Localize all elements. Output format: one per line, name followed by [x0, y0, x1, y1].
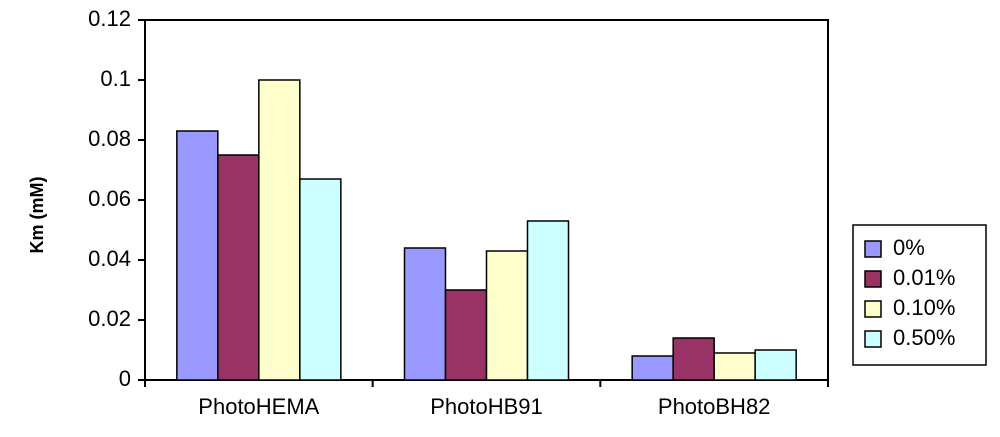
- y-tick-label: 0.1: [100, 66, 131, 91]
- y-axis-label: Km (mM): [27, 177, 47, 254]
- y-tick-label: 0.04: [88, 246, 131, 271]
- bars-group: [176, 79, 797, 381]
- legend-swatch: [864, 330, 882, 348]
- legend-label: 0.01%: [893, 265, 955, 290]
- legend-label: 0.10%: [893, 295, 955, 320]
- y-tick-label: 0: [119, 366, 131, 391]
- bar: [713, 352, 756, 381]
- y-tick-label: 0.08: [88, 126, 131, 151]
- x-category-label: PhotoBH82: [658, 394, 771, 419]
- bar: [444, 289, 488, 381]
- bar: [672, 337, 715, 381]
- y-tick-label: 0.06: [88, 186, 131, 211]
- legend-label: 0%: [893, 235, 925, 260]
- bar: [299, 178, 342, 381]
- x-category-label: PhotoHB91: [430, 394, 543, 419]
- legend-swatch: [864, 240, 882, 258]
- x-category-label: PhotoHEMA: [198, 394, 319, 419]
- legend-swatch: [864, 300, 882, 318]
- y-tick-label: 0.12: [88, 6, 131, 31]
- y-axis: 0 0.02 0.04 0.06 0.08 0.1 0.12: [88, 6, 145, 391]
- y-tick-label: 0.02: [88, 306, 131, 331]
- legend: 0% 0.01% 0.10% 0.50%: [852, 224, 987, 366]
- bar: [631, 355, 674, 381]
- bar: [485, 250, 529, 381]
- bar: [258, 79, 301, 381]
- bar: [754, 349, 797, 381]
- legend-swatch: [864, 270, 882, 288]
- legend-label: 0.50%: [893, 325, 955, 350]
- bar: [176, 130, 219, 381]
- bar: [526, 220, 570, 381]
- bar: [403, 247, 447, 381]
- bar: [217, 154, 260, 381]
- x-axis: PhotoHEMA PhotoHB91 PhotoBH82: [144, 380, 829, 419]
